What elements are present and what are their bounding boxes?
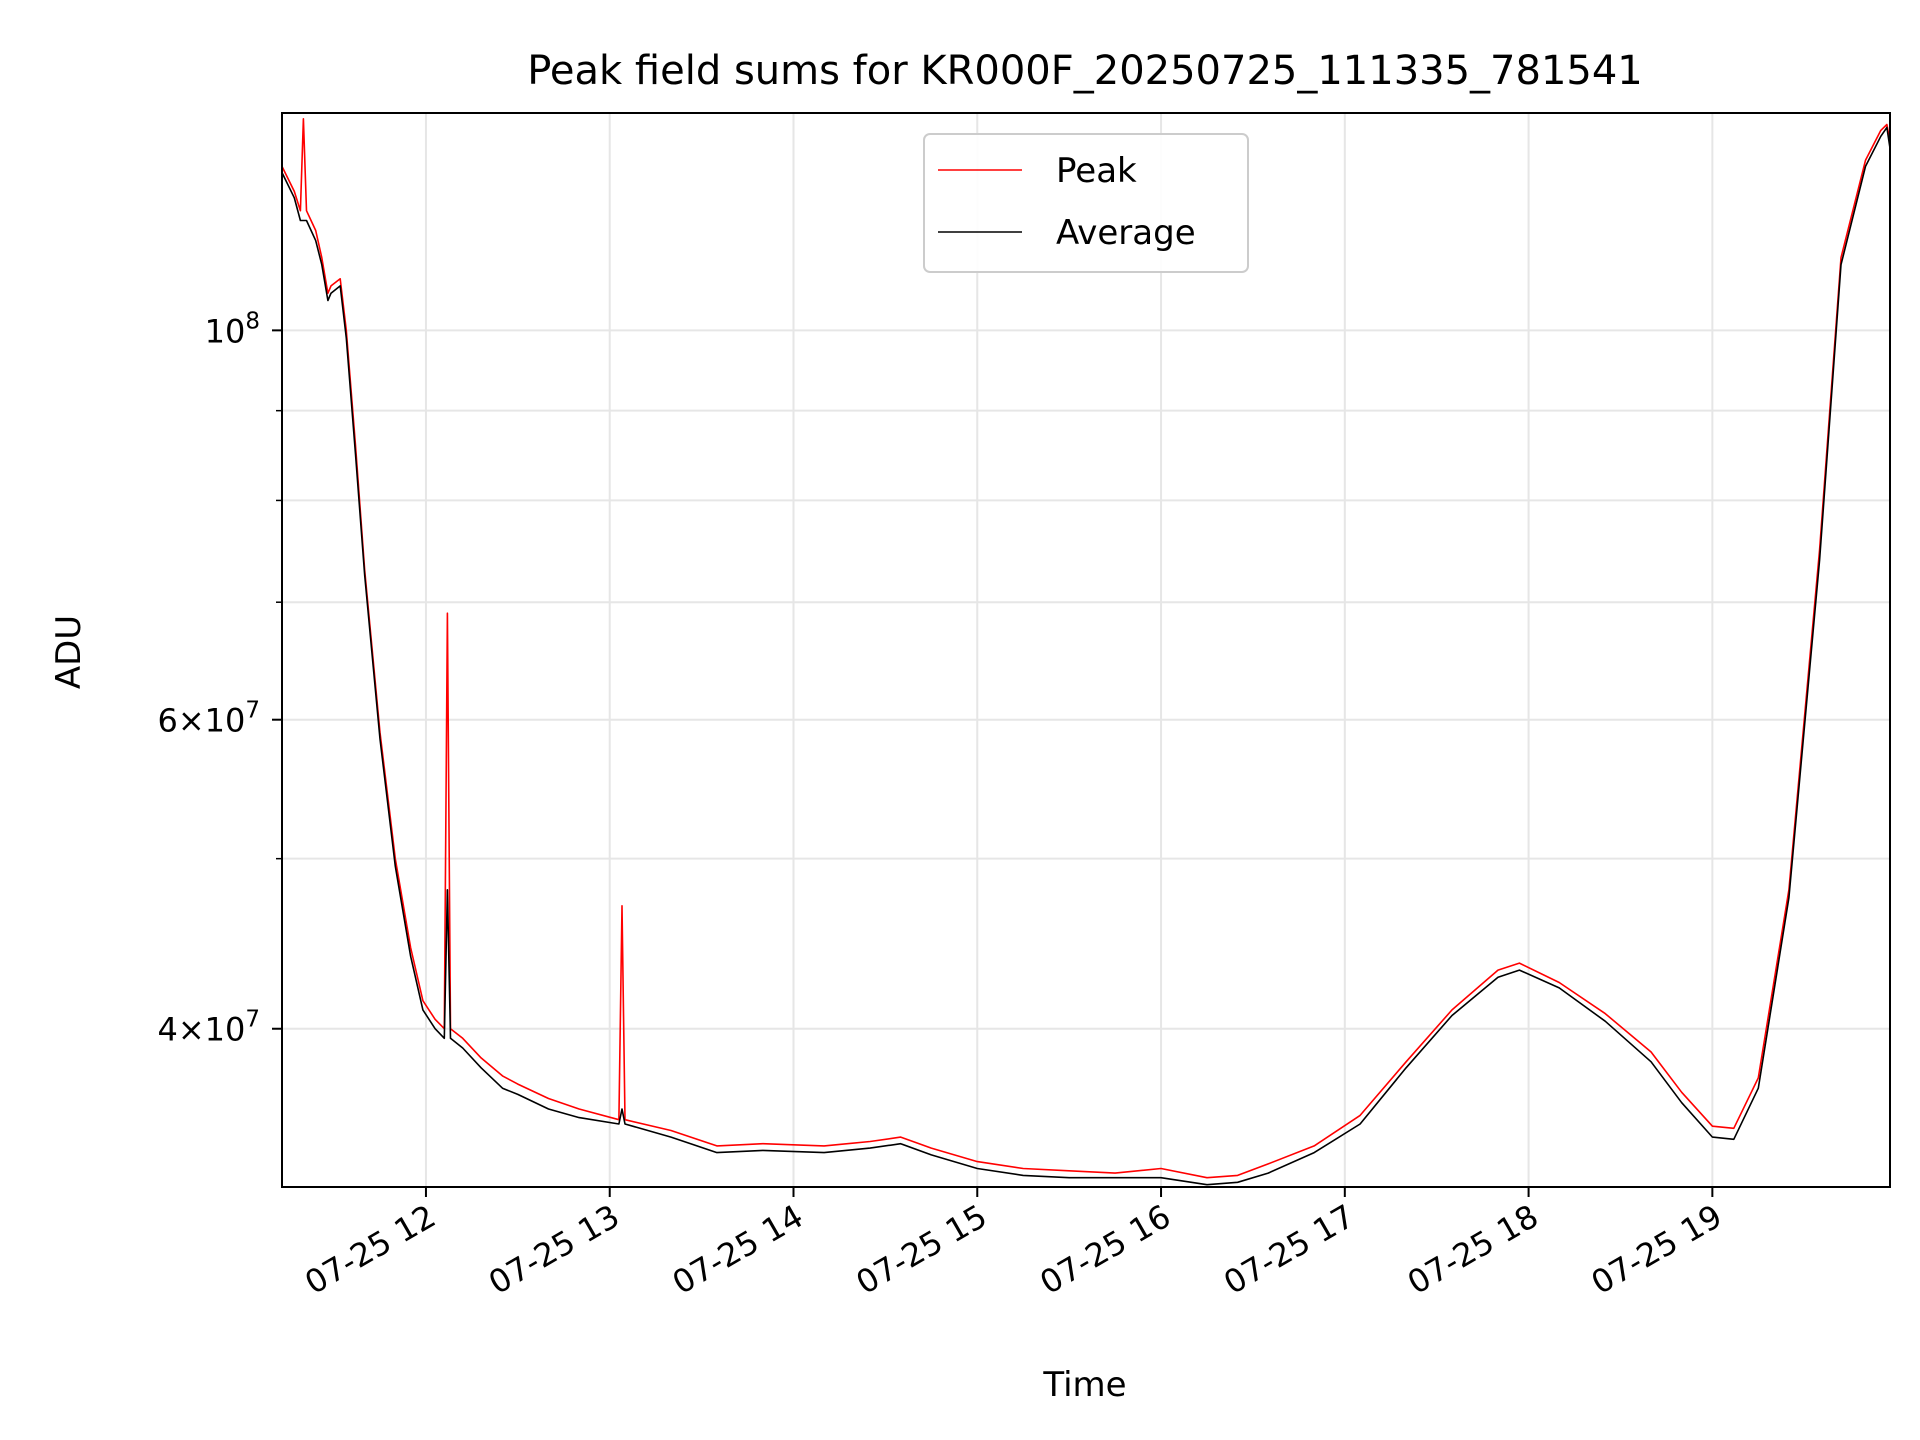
legend: Peak Average [923, 133, 1249, 273]
legend-label-peak: Peak [1056, 151, 1137, 191]
y-axis: 4×107 6×107 108 [157, 308, 282, 1049]
plot-frame [281, 112, 1891, 1188]
chart-title: Peak field sums for KR000F_20250725_1113… [527, 48, 1643, 94]
x-axis-label: Time [1042, 1365, 1126, 1405]
y-tick-label: 4×107 [157, 1007, 260, 1049]
y-tick-label: 6×107 [157, 698, 260, 740]
legend-box [923, 133, 1249, 273]
legend-label-average: Average [1056, 213, 1196, 253]
series-line-average [281, 126, 1891, 1186]
grid [282, 113, 1890, 1187]
y-tick-label: 108 [205, 308, 260, 350]
y-axis-label: ADU [49, 615, 89, 689]
series-layer [281, 118, 1891, 1186]
